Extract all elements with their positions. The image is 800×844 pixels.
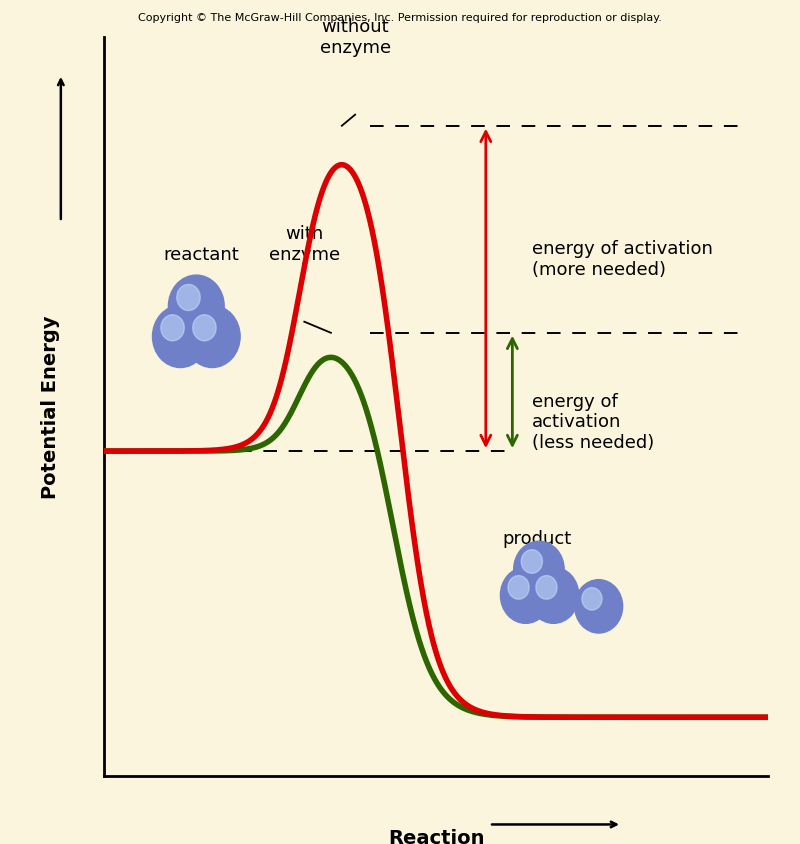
Text: Potential Energy: Potential Energy xyxy=(42,316,60,499)
Circle shape xyxy=(193,316,216,342)
Circle shape xyxy=(528,567,578,624)
Circle shape xyxy=(522,550,542,574)
Circle shape xyxy=(501,567,551,624)
Text: product: product xyxy=(502,529,572,548)
Circle shape xyxy=(177,285,200,311)
Text: without
enzyme: without enzyme xyxy=(319,18,390,57)
Text: Reaction: Reaction xyxy=(388,828,484,844)
Circle shape xyxy=(514,542,564,598)
Circle shape xyxy=(508,576,529,599)
Circle shape xyxy=(184,306,240,368)
Circle shape xyxy=(153,306,208,368)
Text: energy of activation
(more needed): energy of activation (more needed) xyxy=(532,241,713,279)
Circle shape xyxy=(582,588,602,610)
Text: energy of
activation
(less needed): energy of activation (less needed) xyxy=(532,392,654,452)
Text: reactant: reactant xyxy=(164,246,239,263)
Circle shape xyxy=(574,580,622,633)
Text: Copyright © The McGraw-Hill Companies, Inc. Permission required for reproduction: Copyright © The McGraw-Hill Companies, I… xyxy=(138,13,662,23)
Circle shape xyxy=(169,276,224,338)
Circle shape xyxy=(161,316,184,342)
Circle shape xyxy=(536,576,557,599)
Text: with
enzyme: with enzyme xyxy=(269,225,340,263)
